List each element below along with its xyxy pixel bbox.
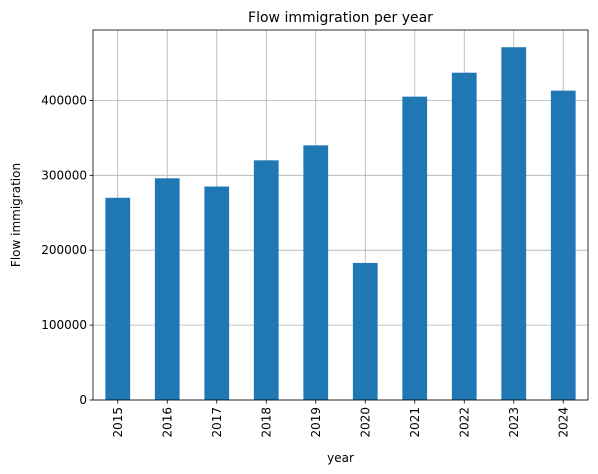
plot-frame	[92, 29, 589, 401]
x-axis-label: year	[327, 451, 354, 465]
bar-2016	[154, 178, 180, 400]
x-tick-label: 2016	[160, 407, 174, 438]
bar-2019	[303, 145, 329, 400]
y-tick-label: 200000	[41, 243, 87, 257]
x-axis-ticks: 2015 2016 2017 2018 2019 2020 2021 2022 2023 2024	[111, 400, 570, 438]
x-tick-label: 2022	[457, 407, 471, 438]
bar-2024	[550, 90, 576, 400]
x-tick-label: 2024	[556, 407, 570, 438]
y-tick-label: 100000	[41, 318, 87, 332]
x-tick-label: 2015	[111, 407, 125, 438]
x-tick-label: 2019	[309, 407, 323, 438]
bar-2021	[402, 96, 428, 401]
x-tick-label: 2021	[408, 407, 422, 438]
y-tick-label: 400000	[41, 93, 87, 107]
bars	[105, 47, 576, 401]
x-tick-label: 2018	[259, 407, 273, 438]
y-axis-ticks: 0 100000 200000 300000 400000	[41, 93, 93, 407]
y-axis-label: Flow immigration	[9, 163, 23, 267]
x-tick-label: 2020	[358, 407, 372, 438]
y-tick-label: 300000	[41, 168, 87, 182]
bar-2017	[204, 186, 230, 400]
bar-2018	[253, 160, 279, 400]
x-tick-label: 2017	[210, 407, 224, 438]
chart-title: Flow immigration per year	[248, 10, 433, 26]
bar-2020	[352, 262, 378, 400]
bar-2022	[451, 72, 477, 400]
bar-2023	[501, 47, 527, 401]
x-tick-label: 2023	[507, 407, 521, 438]
y-tick-label: 0	[79, 393, 87, 407]
bar-2015	[105, 197, 131, 400]
